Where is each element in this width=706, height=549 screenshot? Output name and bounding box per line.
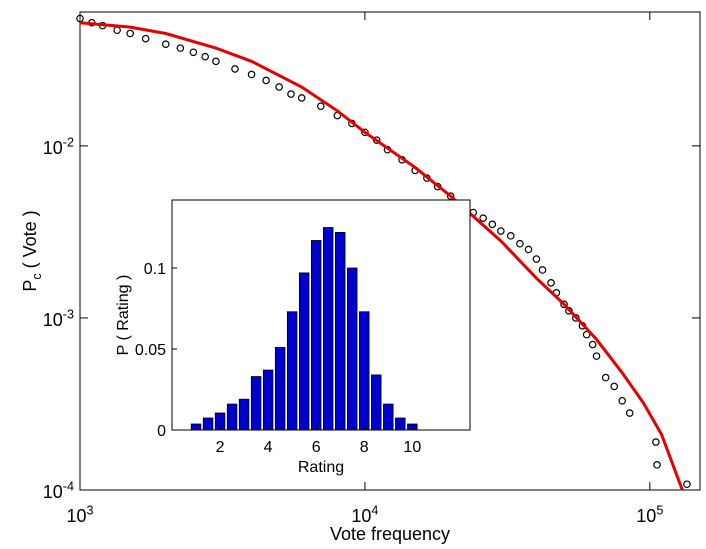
- bar: [286, 311, 298, 431]
- inset-y-label: P ( Rating ): [115, 275, 132, 356]
- y-tick-label: 0.05: [135, 342, 166, 359]
- data-point: [532, 255, 541, 263]
- data-point: [506, 232, 515, 240]
- bar: [383, 403, 394, 431]
- bar: [202, 417, 214, 431]
- data-point: [488, 220, 497, 229]
- bar: [347, 267, 358, 431]
- data-point: [161, 40, 170, 48]
- data-point: [316, 102, 325, 111]
- x-tick-label: 8: [360, 439, 369, 456]
- x-tick-label: 6: [312, 439, 321, 456]
- bar: [323, 227, 334, 431]
- data-point: [361, 128, 369, 137]
- bar: [262, 369, 274, 431]
- data-point: [76, 14, 84, 23]
- data-point: [287, 90, 295, 98]
- bar: [274, 346, 286, 431]
- data-point: [618, 396, 627, 405]
- data-point: [683, 480, 691, 489]
- data-point: [516, 239, 524, 248]
- fit-line: [79, 21, 684, 491]
- data-point: [189, 48, 198, 57]
- data-point: [588, 340, 597, 349]
- data-point: [560, 300, 568, 309]
- bar: [250, 376, 262, 431]
- data-point: [582, 330, 591, 339]
- data-point: [262, 76, 270, 85]
- data-point: [497, 227, 505, 235]
- data-point: [572, 314, 580, 322]
- data-point: [176, 44, 185, 52]
- bar: [298, 272, 310, 431]
- data-point: [592, 352, 601, 360]
- x-tick-label: 10: [403, 439, 421, 456]
- data-point: [547, 279, 555, 287]
- y-tick-label: 10-4: [43, 479, 74, 502]
- bar: [310, 240, 322, 431]
- bar: [238, 398, 250, 431]
- bar: [226, 403, 238, 431]
- data-point: [479, 214, 487, 222]
- data-point: [126, 29, 134, 38]
- data-point: [625, 409, 634, 417]
- bar: [359, 311, 370, 431]
- y-tick-label: 0.1: [144, 261, 166, 278]
- bar: [371, 374, 382, 431]
- x-tick-label: 105: [636, 503, 663, 526]
- data-point: [538, 266, 547, 274]
- x-axis-label: Vote frequency: [330, 524, 450, 544]
- data-point: [141, 34, 150, 43]
- inset-plot: Rating P ( Rating ) 2 4 6 8 10 0 0.05 0.1: [115, 199, 471, 476]
- inset-x-label: Rating: [298, 459, 344, 476]
- y-tick-label: 10-2: [43, 135, 74, 158]
- data-point: [247, 70, 256, 79]
- x-tick-label: 4: [264, 439, 273, 456]
- y-tick-label: 0: [157, 423, 166, 440]
- data-point: [652, 438, 660, 446]
- data-point: [231, 65, 239, 73]
- bar: [395, 417, 406, 431]
- x-tick-label: 2: [216, 439, 225, 456]
- data-point: [297, 94, 306, 102]
- y-tick-label: 10-3: [43, 307, 74, 330]
- data-point: [212, 57, 220, 66]
- data-point: [201, 52, 209, 61]
- x-tick-label: 104: [351, 503, 378, 526]
- data-point: [610, 382, 619, 391]
- x-tick-label: 103: [66, 503, 93, 526]
- bar: [190, 423, 202, 431]
- data-point: [653, 461, 661, 469]
- data-point: [524, 245, 533, 254]
- data-point: [446, 192, 455, 201]
- y-axis-label: Pc ( Vote ): [20, 210, 44, 291]
- data-point: [601, 373, 610, 382]
- bar: [335, 231, 346, 431]
- data-point: [275, 83, 283, 91]
